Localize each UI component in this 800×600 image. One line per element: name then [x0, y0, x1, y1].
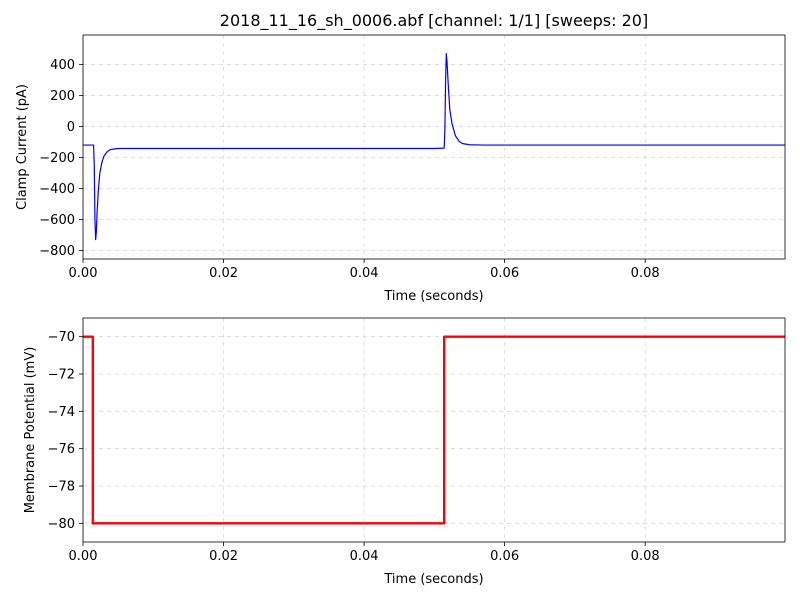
figure-title: 2018_11_16_sh_0006.abf [channel: 1/1] [s… — [220, 11, 648, 31]
clamp-current-panel: 0.00 0.02 0.04 0.06 0.08 −800 −600 −400 −200 0 200… — [15, 34, 786, 304]
current-x-tick-label: 0.02 — [209, 266, 238, 281]
potential-x-tick-label: 0.00 — [69, 549, 98, 564]
current-y-tick-label: −800 — [39, 244, 75, 259]
potential-trace — [83, 335, 785, 525]
potential-x-tick-label: 0.08 — [631, 549, 660, 564]
current-x-tick-label: 0.08 — [631, 266, 660, 281]
current-x-tick-label: 0.06 — [490, 266, 519, 281]
current-trace — [83, 52, 785, 241]
current-y-tick-label: −200 — [39, 151, 75, 166]
membrane-potential-panel: 0.00 0.02 0.04 0.06 0.08 −80 −78 −76 −74 −72 −70 Ti… — [23, 317, 786, 587]
current-y-axis-label: Clamp Current (pA) — [15, 84, 30, 210]
potential-y-tick-label: −76 — [48, 442, 75, 457]
potential-y-tick-label: −74 — [48, 405, 75, 420]
potential-x-tick-label: 0.06 — [490, 549, 519, 564]
current-y-tick-label: −600 — [39, 213, 75, 228]
current-x-tick-label: 0.04 — [350, 266, 379, 281]
potential-y-tick-label: −70 — [48, 330, 75, 345]
potential-axes-frame — [82, 317, 786, 543]
potential-x-tick-label: 0.02 — [209, 549, 238, 564]
potential-x-tick-label: 0.04 — [350, 549, 379, 564]
potential-x-axis-label: Time (seconds) — [383, 572, 483, 587]
current-y-tick-label: 200 — [50, 89, 75, 104]
potential-y-tick-label: −78 — [48, 480, 75, 495]
potential-y-axis-label: Membrane Potential (mV) — [23, 347, 38, 514]
current-axes-frame — [82, 34, 786, 260]
current-y-tick-label: −400 — [39, 182, 75, 197]
potential-y-tick-label: −72 — [48, 368, 75, 383]
current-x-tick-label: 0.00 — [69, 266, 98, 281]
potential-y-tick-label: −80 — [48, 517, 75, 532]
current-y-tick-label: 400 — [50, 58, 75, 73]
current-y-tick-label: 0 — [67, 120, 75, 135]
current-x-axis-label: Time (seconds) — [383, 289, 483, 304]
